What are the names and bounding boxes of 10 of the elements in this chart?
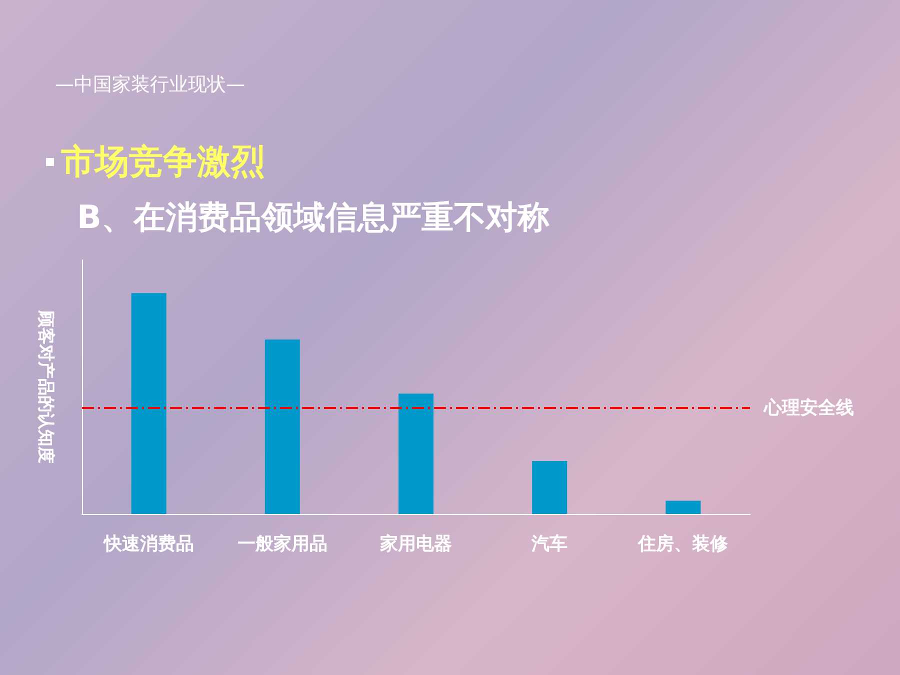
x-tick-label: 汽车 — [530, 534, 568, 554]
chart-title: 市场竞争激烈 — [60, 142, 265, 182]
ref-line-label: 心理安全线 — [763, 397, 854, 418]
text: —中国家装行业现状— — [55, 74, 245, 96]
x-tick-label: 家用电器 — [379, 534, 452, 554]
y-axis-title: 顾客对产品的认知度 — [36, 310, 56, 464]
x-tick-label: 住房、装修 — [637, 534, 730, 554]
chart-subtitle: B、在消费品领域信息严重不对称 — [77, 198, 550, 236]
x-tick-label: 快速消费品 — [102, 534, 194, 554]
x-tick-label: 一般家用品 — [237, 534, 328, 554]
